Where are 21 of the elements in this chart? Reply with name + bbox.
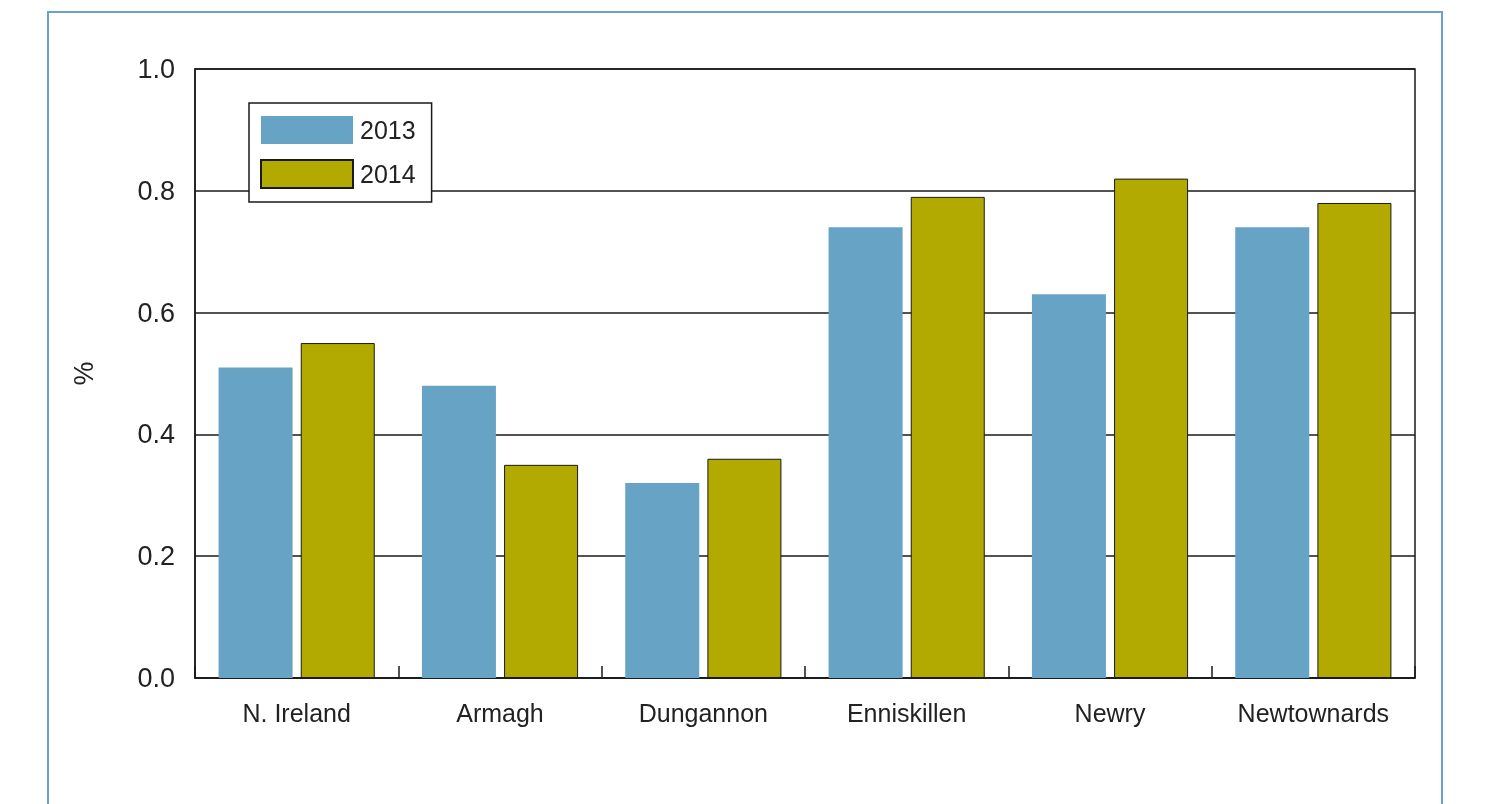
x-tick-label: Newtownards xyxy=(1237,698,1390,727)
bar xyxy=(1235,227,1310,678)
bar xyxy=(625,483,700,678)
y-tick-label: 0.2 xyxy=(137,541,175,572)
y-tick-label: 0.6 xyxy=(137,297,175,328)
y-tick-label: 1.0 xyxy=(137,54,175,84)
bar xyxy=(421,385,496,678)
y-tick-label: 0.0 xyxy=(137,663,175,693)
y-axis-title: % xyxy=(68,361,99,386)
bar xyxy=(218,367,293,678)
legend-label: 2013 xyxy=(360,116,416,144)
x-tick-label: Newry xyxy=(1074,698,1146,727)
y-tick-label: 0.8 xyxy=(137,175,175,206)
bar xyxy=(1031,294,1106,678)
x-tick-label: Enniskillen xyxy=(846,698,967,727)
y-tick-label: 0.4 xyxy=(137,419,175,450)
x-tick-label: Dungannon xyxy=(638,698,768,727)
x-tick-label: Armagh xyxy=(456,698,544,727)
bar xyxy=(828,227,903,678)
x-tick-label: N. Ireland xyxy=(242,698,351,727)
legend-label: 2014 xyxy=(360,160,416,188)
